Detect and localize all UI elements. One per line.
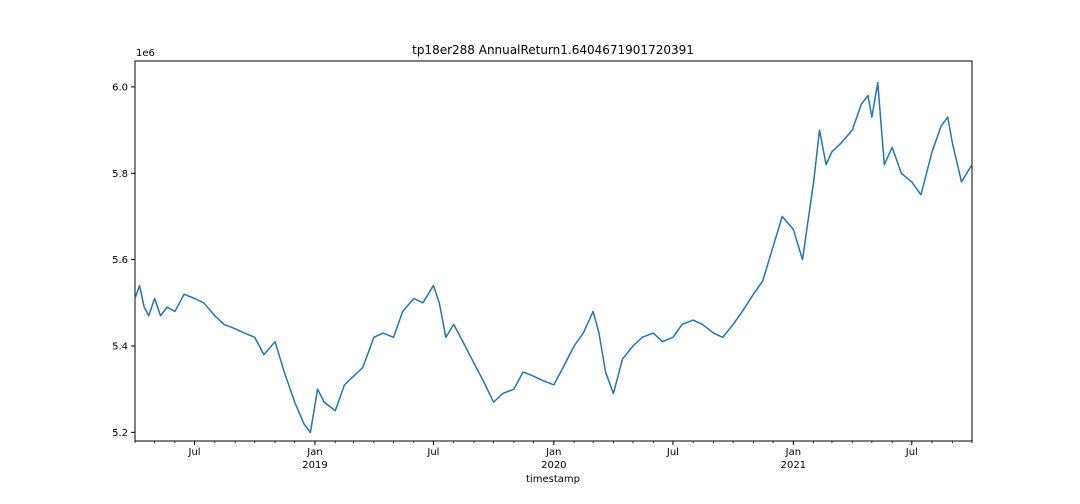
x-axis-label: timestamp [526, 474, 580, 485]
y-axis: 5.2 5.4 5.6 5.8 6.0 [112, 82, 135, 439]
axes-frame [134, 60, 973, 442]
x-tick-year-label: 2020 [541, 460, 566, 471]
chart-title: tp18er288 AnnualReturn1.6404671901720391 [412, 43, 694, 57]
x-tick-year-label: 2019 [302, 460, 327, 471]
x-tick-year-label: 2021 [781, 460, 806, 471]
x-tick-label: Jul [188, 447, 201, 458]
plot-area [134, 60, 973, 442]
y-tick-label: 5.6 [112, 255, 128, 266]
x-tick-label: Jul [666, 447, 679, 458]
y-tick-label: 6.0 [112, 82, 128, 93]
x-tick-label: Jul [426, 447, 439, 458]
x-tick-label: Jan [306, 447, 322, 458]
y-tick-label: 5.4 [112, 342, 128, 353]
x-axis: Jul Jan 2019 Jul Jan 2020 Jul Jan 2021 Jul [134, 441, 973, 471]
y-tick-label: 5.2 [112, 428, 128, 439]
x-tick-label: Jan [785, 447, 801, 458]
y-offset-label: 1e6 [136, 48, 155, 59]
x-tick-label: Jan [545, 447, 561, 458]
x-tick-label: Jul [905, 447, 918, 458]
series-line [134, 81, 973, 434]
y-tick-label: 5.8 [112, 169, 128, 180]
